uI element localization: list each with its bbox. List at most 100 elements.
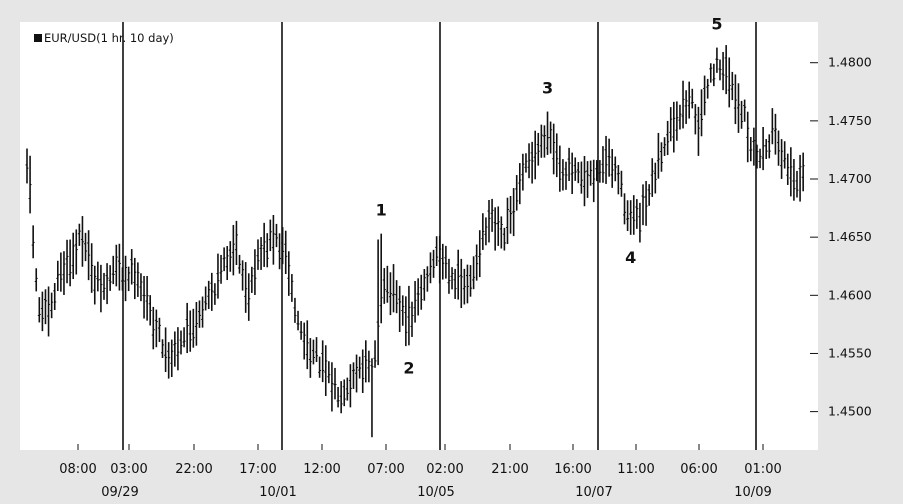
price-bar (675, 101, 679, 141)
price-bar (167, 342, 171, 379)
price-bar (395, 280, 399, 314)
price-bar (111, 255, 115, 285)
price-bar (40, 291, 44, 332)
price-bar (736, 83, 740, 133)
price-bar (222, 247, 226, 272)
date-label: 10/01 (259, 485, 296, 500)
price-bar (493, 207, 497, 251)
price-bar (302, 322, 306, 360)
price-bar (182, 327, 186, 348)
price-bar (536, 132, 540, 166)
price-bar (530, 141, 534, 184)
price-bar (721, 51, 725, 91)
price-bar (31, 225, 35, 259)
price-bar (465, 264, 469, 304)
price-bar (284, 230, 288, 274)
price-bar (635, 199, 639, 229)
price-bar (598, 160, 602, 183)
price-bar (348, 364, 352, 408)
price-bar (133, 257, 137, 300)
x-tick-label: 07:00 (367, 462, 404, 477)
price-bar (703, 75, 707, 116)
price-bar (207, 280, 211, 309)
price-bar (687, 81, 691, 119)
price-bar (148, 295, 152, 326)
price-bar (613, 156, 617, 182)
price-bar (379, 233, 383, 324)
wave-label-4: 4 (625, 248, 636, 267)
price-bar (342, 379, 346, 407)
price-bar (204, 286, 208, 311)
x-tick-label: 17:00 (239, 462, 276, 477)
price-bar (398, 285, 402, 332)
price-bar (484, 217, 488, 246)
y-tick-label: 1.4500 (828, 404, 872, 419)
price-bar (696, 106, 700, 156)
price-bar (90, 243, 94, 293)
price-bar (268, 219, 272, 252)
y-tick-label: 1.4800 (828, 55, 872, 70)
price-bar (355, 354, 359, 393)
price-bar (176, 327, 180, 371)
price-bar (610, 149, 614, 188)
price-bar (475, 244, 479, 281)
date-label: 10/05 (417, 485, 454, 500)
price-bar (422, 269, 426, 301)
price-bar (74, 229, 78, 275)
price-bar (755, 144, 759, 169)
price-bar (145, 275, 149, 321)
price-bar (478, 230, 482, 278)
x-tick-label: 08:00 (59, 462, 96, 477)
price-bar (407, 285, 411, 346)
price-bar (653, 162, 657, 194)
price-bar (401, 295, 405, 326)
price-bar (87, 230, 91, 281)
price-bar (700, 89, 704, 137)
price-bar (130, 249, 134, 285)
price-bar (672, 101, 676, 153)
price-bar (333, 367, 337, 400)
price-bar (777, 130, 781, 166)
y-axis: 1.4500 1.4550 1.4600 1.4650 1.4700 1.4750 1.48… (810, 55, 872, 419)
wave-label-3: 3 (542, 79, 553, 98)
price-bar (764, 139, 768, 159)
price-bar (792, 159, 796, 201)
price-bar (533, 130, 537, 180)
price-bar (278, 233, 282, 270)
price-bar (71, 232, 75, 280)
price-bar (524, 153, 528, 173)
price-bar (659, 142, 663, 172)
legend: EUR/USD(1 hr. 10 day) (34, 31, 174, 45)
price-bar (404, 296, 408, 347)
price-bar (262, 222, 266, 267)
price-bar (287, 251, 291, 296)
price-bar (28, 155, 32, 214)
price-bar (521, 153, 525, 191)
price-bar (373, 340, 377, 368)
x-tick-label: 12:00 (303, 462, 340, 477)
price-bar (216, 253, 220, 299)
price-bar (151, 306, 155, 350)
price-bar (308, 338, 312, 378)
price-bar (102, 272, 106, 300)
price-bar (555, 133, 559, 178)
y-tick-label: 1.4750 (828, 113, 872, 128)
price-bar (515, 175, 519, 211)
x-tick-label: 16:00 (554, 462, 591, 477)
price-bar (234, 220, 238, 265)
price-bar (361, 349, 365, 393)
wave-labels: 1 2 3 4 5 (376, 15, 723, 378)
x-tick-label: 22:00 (175, 462, 212, 477)
price-bar (410, 301, 414, 337)
price-bar (142, 275, 146, 319)
price-bar (573, 157, 577, 181)
x-tick-label: 03:00 (110, 462, 147, 477)
price-bar (767, 134, 771, 159)
price-bar (290, 274, 294, 302)
price-bar (435, 236, 439, 266)
x-tick-label: 01:00 (744, 462, 781, 477)
price-bar (795, 170, 799, 198)
price-bar (244, 262, 248, 313)
price-bar (34, 268, 38, 292)
price-bar (690, 88, 694, 109)
